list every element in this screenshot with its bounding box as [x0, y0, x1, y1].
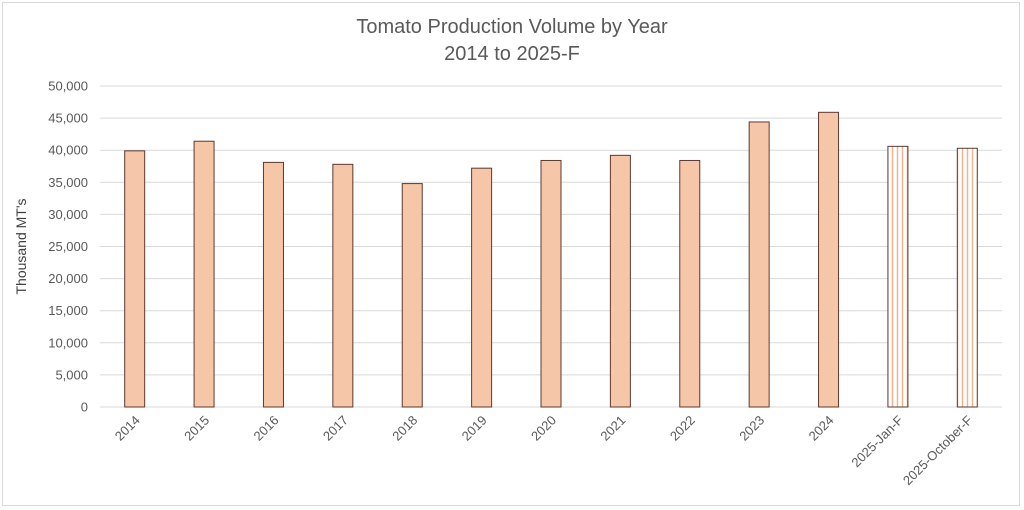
bar-2018: [401, 183, 423, 408]
x-tick-label: 2015: [181, 413, 212, 444]
y-tick-label: 45,000: [48, 111, 88, 126]
y-tick-label: 30,000: [48, 207, 88, 222]
bars: [124, 111, 978, 408]
bar-2015: [193, 140, 215, 408]
y-tick-label: 5,000: [55, 367, 88, 382]
bar-2014: [124, 150, 146, 408]
y-tick-label: 10,000: [48, 335, 88, 350]
y-axis-ticks: 0 5,000 10,000 15,000 20,000 25,000 30,000 35,0…: [48, 79, 88, 415]
x-tick-label: 2025-Jan-F: [848, 412, 906, 470]
y-tick-label: 40,000: [48, 143, 88, 158]
bar-2017: [332, 163, 354, 408]
y-tick-label: 50,000: [48, 79, 88, 94]
y-tick-label: 15,000: [48, 303, 88, 318]
bar-2025-October-F: [956, 147, 978, 408]
y-tick-label: 35,000: [48, 175, 88, 190]
x-tick-label: 2019: [459, 413, 490, 444]
chart-subtitle: 2014 to 2025-F: [444, 43, 580, 65]
x-tick-label: 2022: [667, 413, 698, 444]
bar-2016: [262, 161, 284, 408]
chart-title: Tomato Production Volume by Year: [356, 16, 668, 38]
x-axis-ticks: 2014 2015 2016 2017 2018 2019 2020 2021 2022 2023…: [112, 412, 976, 488]
y-tick-label: 0: [81, 400, 88, 415]
y-axis-label: Thousand MT's: [13, 198, 29, 294]
x-tick-label: 2025-October-F: [900, 412, 976, 488]
x-tick-label: 2020: [528, 413, 559, 444]
x-tick-label: 2023: [736, 413, 767, 444]
y-tick-label: 25,000: [48, 239, 88, 254]
x-tick-label: 2014: [112, 413, 143, 444]
bar-2025-Jan-F: [887, 145, 909, 408]
bar-2020: [540, 159, 562, 408]
bar-2024: [818, 111, 840, 408]
bar-2022: [679, 159, 701, 408]
x-tick-label: 2016: [251, 413, 282, 444]
x-tick-label: 2018: [389, 413, 420, 444]
x-tick-label: 2021: [597, 413, 628, 444]
bar-2021: [609, 154, 631, 408]
bar-2023: [748, 121, 770, 408]
x-tick-label: 2024: [806, 413, 837, 444]
y-tick-label: 20,000: [48, 271, 88, 286]
x-tick-label: 2017: [320, 413, 351, 444]
bar-2019: [471, 167, 493, 408]
